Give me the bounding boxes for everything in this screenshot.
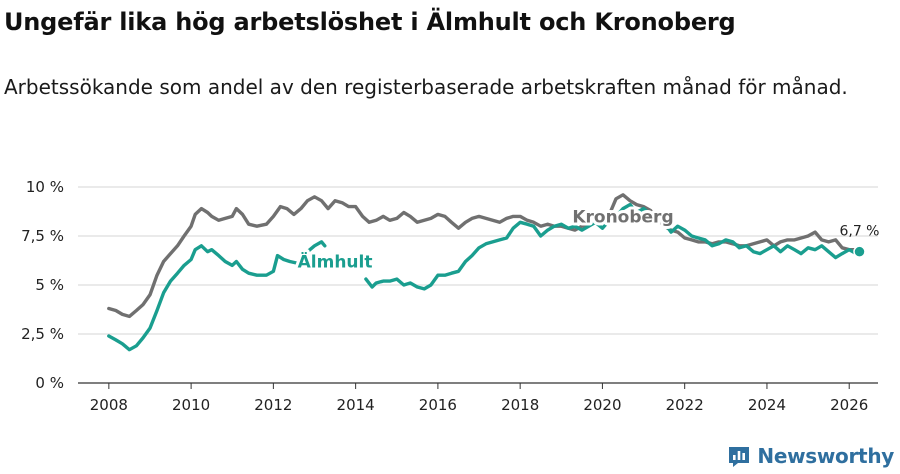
y-tick-label: 2,5 %	[21, 325, 64, 343]
x-tick-label: 2026	[830, 396, 868, 414]
brand-name: Newsworthy	[757, 444, 894, 468]
series-label: Älmhult	[298, 250, 373, 272]
chart-subtitle: Arbetssökande som andel av den registerb…	[4, 75, 848, 99]
x-tick-label: 2018	[501, 396, 539, 414]
x-tick-label: 2012	[254, 396, 292, 414]
x-tick-label: 2020	[583, 396, 621, 414]
series-label: Kronoberg	[572, 207, 673, 227]
y-tick-label: 10 %	[26, 178, 64, 196]
end-value-label: 6,7 %	[839, 224, 879, 240]
x-tick-label: 2024	[748, 396, 786, 414]
chart-title: Ungefär lika hög arbetslöshet i Älmhult …	[4, 8, 736, 36]
x-tick-label: 2010	[172, 396, 210, 414]
x-tick-label: 2008	[90, 396, 128, 414]
y-tick-label: 0 %	[35, 374, 64, 392]
x-tick-label: 2014	[337, 396, 375, 414]
x-tick-label: 2022	[666, 396, 704, 414]
y-tick-label: 5 %	[35, 276, 64, 294]
series-line--lmhult	[107, 240, 327, 352]
y-tick-label: 7,5 %	[21, 227, 64, 245]
end-point-marker	[853, 245, 866, 258]
x-tick-label: 2016	[419, 396, 457, 414]
newsworthy-logo-icon	[729, 447, 750, 467]
series-line-kronoberg	[107, 193, 862, 319]
series-line--lmhult	[364, 202, 862, 291]
newsworthy-brand[interactable]: Newsworthy	[727, 442, 894, 470]
